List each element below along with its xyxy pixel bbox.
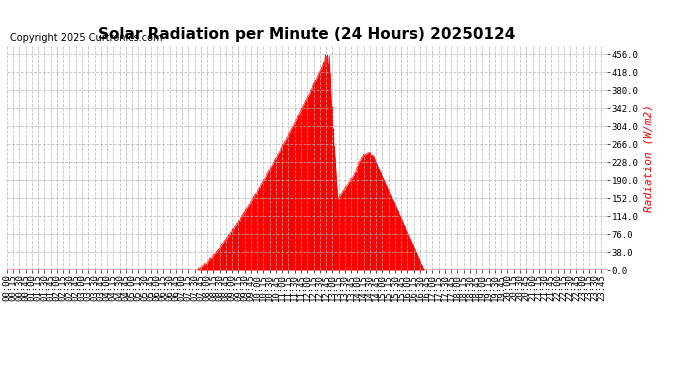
Y-axis label: Radiation (W/m2): Radiation (W/m2) [644,104,654,212]
Text: Copyright 2025 Curtronics.com: Copyright 2025 Curtronics.com [10,33,162,43]
Title: Solar Radiation per Minute (24 Hours) 20250124: Solar Radiation per Minute (24 Hours) 20… [99,27,515,42]
